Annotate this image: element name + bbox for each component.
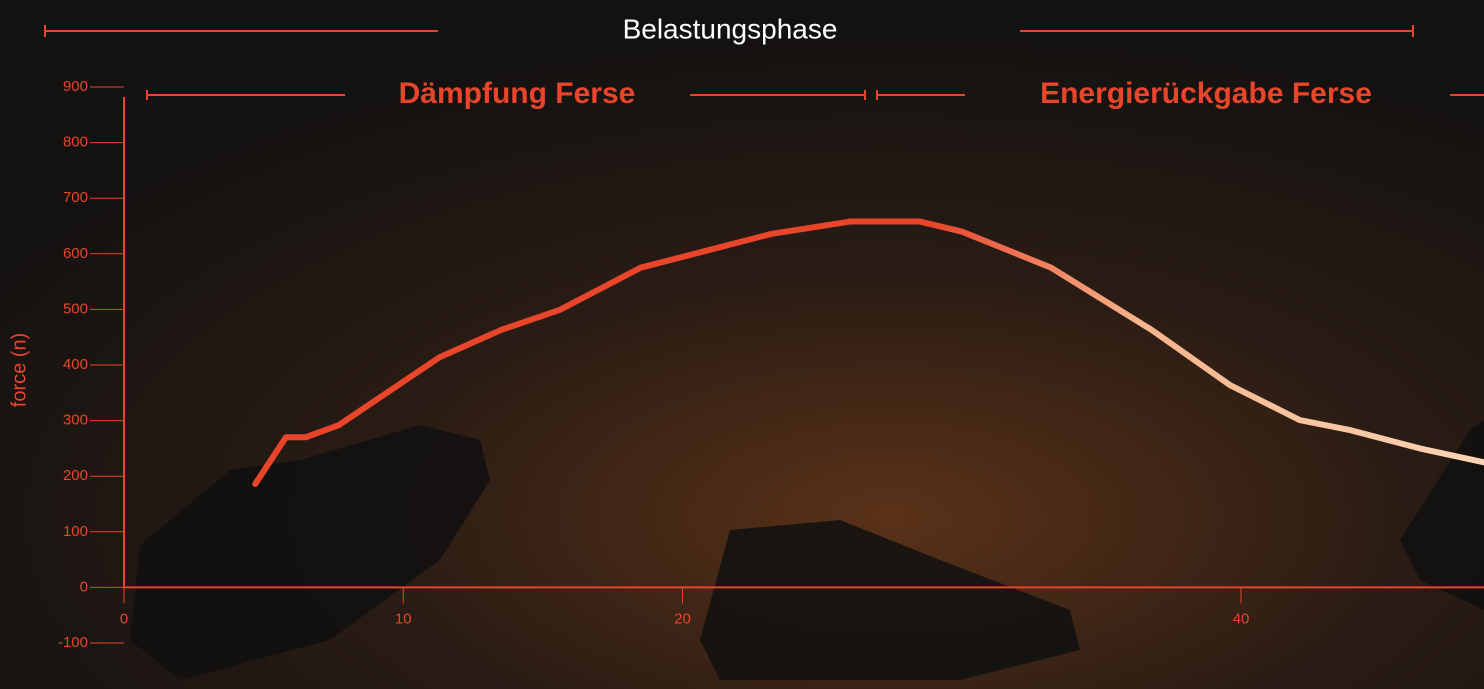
chart-title: Belastungsphase xyxy=(623,13,838,44)
y-tick-label: 600 xyxy=(63,245,88,262)
y-tick-label: 300 xyxy=(63,412,88,429)
shoe-images xyxy=(130,420,1484,680)
data-line xyxy=(252,218,1484,487)
y-tick-label: -100 xyxy=(58,634,88,651)
x-tick-label: 40 xyxy=(1233,610,1250,627)
x-tick-label: 10 xyxy=(395,610,412,627)
x-tick-label: 0 xyxy=(120,610,128,627)
phase-label: Dämpfung Ferse xyxy=(399,77,636,110)
y-tick-label: 0 xyxy=(80,578,88,595)
y-tick-label: 100 xyxy=(63,523,88,540)
y-tick-label: 400 xyxy=(63,356,88,373)
y-axis-label: force (n) xyxy=(8,333,30,407)
x-tick-label: 20 xyxy=(674,610,691,627)
y-tick-label: 900 xyxy=(63,78,88,95)
phase-label: Energierückgabe Ferse xyxy=(1040,77,1372,110)
y-tick-label: 500 xyxy=(63,300,88,317)
y-tick-label: 200 xyxy=(63,467,88,484)
y-tick-label: 800 xyxy=(63,134,88,151)
y-tick-label: 700 xyxy=(63,189,88,206)
